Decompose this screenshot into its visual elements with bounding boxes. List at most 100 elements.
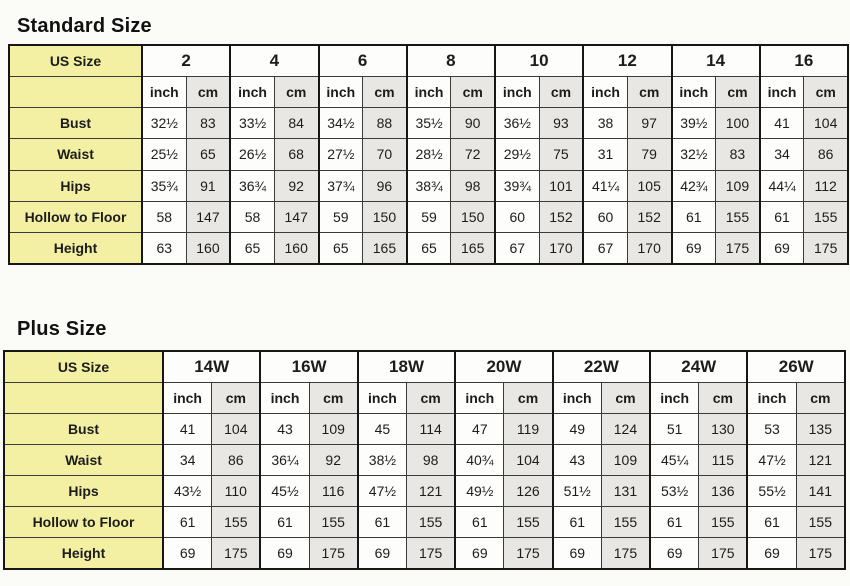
value-cell: 147 bbox=[185, 200, 231, 234]
value-cell: 114 bbox=[406, 412, 456, 445]
value-cell: 135 bbox=[795, 412, 846, 445]
value-cell: 61 bbox=[162, 506, 213, 539]
value-cell: 126 bbox=[503, 475, 554, 508]
value-cell: 160 bbox=[273, 232, 320, 265]
table-row: Hollow to Floor 58 147 58 147 59 150 59 150 60 15… bbox=[8, 200, 849, 234]
value-cell: 29½ bbox=[493, 138, 540, 171]
value-cell: 69 bbox=[454, 537, 505, 570]
value-cell: 61 bbox=[746, 506, 797, 539]
value-cell: 53½ bbox=[649, 475, 700, 508]
value-cell: 47 bbox=[454, 412, 505, 445]
value-cell: 86 bbox=[803, 138, 849, 171]
value-cell: 31 bbox=[582, 138, 628, 171]
value-cell: 32½ bbox=[670, 138, 717, 171]
value-cell: 98 bbox=[450, 169, 496, 202]
row-label-hips: Hips bbox=[3, 475, 164, 508]
unit-header-cell: cm bbox=[406, 381, 456, 414]
value-cell: 155 bbox=[503, 506, 554, 539]
corner-empty-cell bbox=[8, 75, 143, 109]
value-cell: 155 bbox=[600, 506, 651, 539]
size-header-cell: 6 bbox=[317, 44, 408, 77]
value-cell: 175 bbox=[308, 537, 359, 570]
value-cell: 109 bbox=[308, 412, 359, 445]
unit-header-cell: cm bbox=[795, 381, 846, 414]
row-label-height: Height bbox=[3, 537, 164, 570]
value-cell: 65 bbox=[185, 138, 231, 171]
value-cell: 60 bbox=[582, 200, 628, 234]
row-label-bust: Bust bbox=[8, 107, 143, 140]
value-cell: 150 bbox=[362, 200, 408, 234]
table-row: Bust 41 104 43 109 45 114 47 119 49 124 51 130 53 135 bbox=[3, 412, 846, 445]
unit-header-cell: inch bbox=[454, 381, 505, 414]
unit-header-cell: cm bbox=[185, 75, 231, 109]
value-cell: 41 bbox=[162, 412, 213, 445]
value-cell: 116 bbox=[308, 475, 359, 508]
corner-empty-cell bbox=[3, 381, 164, 414]
table-row: Waist 34 86 36¼ 92 38½ 98 40¾ 104 43 109 45¼ 115 47½… bbox=[3, 443, 846, 477]
value-cell: 97 bbox=[626, 107, 673, 140]
table-row: Height 69 175 69 175 69 175 69 175 69 175 69 175 69 1… bbox=[3, 537, 846, 570]
value-cell: 101 bbox=[538, 169, 584, 202]
value-cell: 41¼ bbox=[582, 169, 628, 202]
value-cell: 136 bbox=[698, 475, 748, 508]
value-cell: 175 bbox=[715, 232, 761, 265]
unit-header-cell: cm bbox=[698, 381, 748, 414]
unit-header-cell: inch bbox=[582, 75, 628, 109]
value-cell: 61 bbox=[551, 506, 602, 539]
unit-header-cell: inch bbox=[551, 381, 602, 414]
value-cell: 65 bbox=[229, 232, 275, 265]
value-cell: 49½ bbox=[454, 475, 505, 508]
value-cell: 130 bbox=[698, 412, 748, 445]
value-cell: 88 bbox=[362, 107, 408, 140]
value-cell: 175 bbox=[211, 537, 261, 570]
value-cell: 51½ bbox=[551, 475, 602, 508]
value-cell: 28½ bbox=[405, 138, 452, 171]
unit-header-cell: cm bbox=[538, 75, 584, 109]
value-cell: 61 bbox=[454, 506, 505, 539]
value-cell: 93 bbox=[538, 107, 584, 140]
value-cell: 96 bbox=[362, 169, 408, 202]
value-cell: 69 bbox=[551, 537, 602, 570]
row-label-hollow-to-floor: Hollow to Floor bbox=[8, 200, 143, 234]
unit-header-cell: inch bbox=[259, 381, 310, 414]
value-cell: 155 bbox=[406, 506, 456, 539]
value-cell: 105 bbox=[626, 169, 673, 202]
value-cell: 43½ bbox=[162, 475, 213, 508]
value-cell: 61 bbox=[649, 506, 700, 539]
value-cell: 83 bbox=[715, 138, 761, 171]
standard-size-table: US Size 2 4 6 8 10 12 14 16 inch cm inch cm inch cm i… bbox=[8, 44, 849, 265]
unit-header-cell: cm bbox=[626, 75, 673, 109]
value-cell: 92 bbox=[308, 443, 359, 477]
value-cell: 33½ bbox=[229, 107, 275, 140]
value-cell: 115 bbox=[698, 443, 748, 477]
value-cell: 170 bbox=[538, 232, 584, 265]
value-cell: 70 bbox=[362, 138, 408, 171]
value-cell: 60 bbox=[493, 200, 540, 234]
value-cell: 104 bbox=[211, 412, 261, 445]
size-header-cell: 24W bbox=[649, 350, 748, 383]
value-cell: 36¼ bbox=[259, 443, 310, 477]
value-cell: 69 bbox=[356, 537, 408, 570]
table-row: Waist 25½ 65 26½ 68 27½ 70 28½ 72 29½ 75 31 79 32½ 83… bbox=[8, 138, 849, 171]
value-cell: 35¾ bbox=[140, 169, 187, 202]
value-cell: 121 bbox=[795, 443, 846, 477]
value-cell: 104 bbox=[503, 443, 554, 477]
row-label-waist: Waist bbox=[3, 443, 164, 477]
value-cell: 67 bbox=[493, 232, 540, 265]
unit-header-cell: cm bbox=[450, 75, 496, 109]
unit-header-cell: cm bbox=[715, 75, 761, 109]
value-cell: 32½ bbox=[140, 107, 187, 140]
value-cell: 53 bbox=[746, 412, 797, 445]
unit-header-cell: cm bbox=[362, 75, 408, 109]
value-cell: 98 bbox=[406, 443, 456, 477]
unit-header-cell: inch bbox=[317, 75, 364, 109]
value-cell: 61 bbox=[356, 506, 408, 539]
value-cell: 38 bbox=[582, 107, 628, 140]
unit-header-cell: cm bbox=[503, 381, 554, 414]
value-cell: 61 bbox=[259, 506, 310, 539]
value-cell: 58 bbox=[229, 200, 275, 234]
value-cell: 49 bbox=[551, 412, 602, 445]
unit-header-cell: cm bbox=[308, 381, 359, 414]
value-cell: 155 bbox=[698, 506, 748, 539]
value-cell: 38½ bbox=[356, 443, 408, 477]
